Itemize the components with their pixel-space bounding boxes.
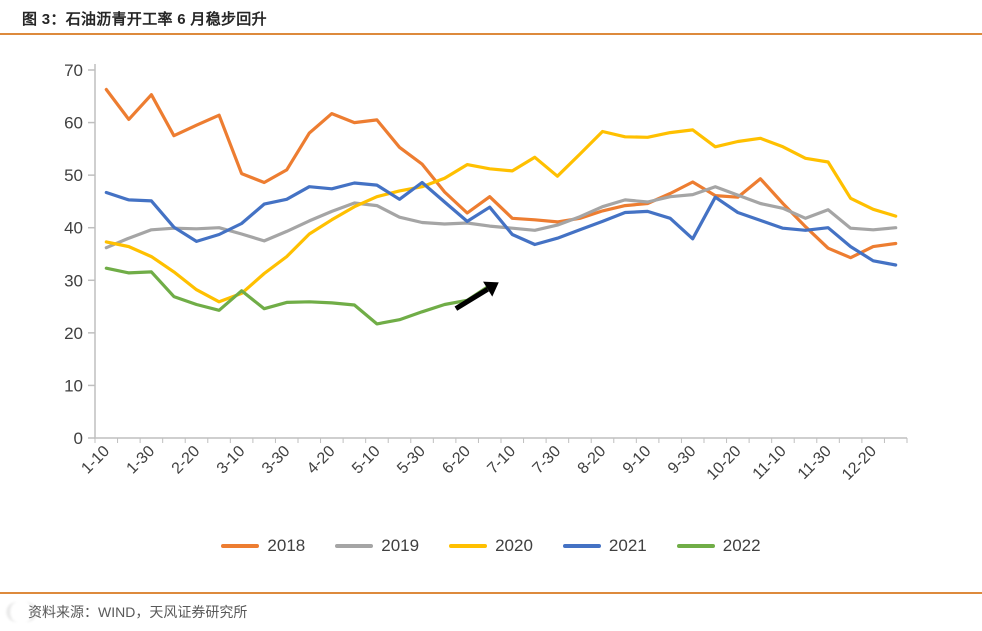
- footer-divider: [0, 592, 982, 594]
- x-tick-label: 2-20: [169, 443, 204, 478]
- legend-label: 2021: [608, 536, 647, 555]
- x-tick-label: 1-30: [124, 443, 159, 478]
- x-tick-label: 5-30: [394, 443, 429, 478]
- x-tick-label: 4-20: [304, 443, 339, 478]
- legend-label: 2018: [267, 536, 306, 555]
- chart-area: 0 10 20 30 40 50 60 70 1-10 1-30 2-20 3-10 3-30 4-20 5…: [0, 40, 982, 540]
- x-tick-label: 3-30: [259, 443, 294, 478]
- legend-label: 2019: [381, 536, 420, 555]
- x-tick-label: 8-20: [575, 443, 610, 478]
- x-tick-label: 9-10: [620, 443, 655, 478]
- x-tick-label: 10-20: [704, 443, 745, 484]
- chart-legend: 2018 2019 2020 2021 2022: [0, 536, 982, 556]
- legend-item-2018: 2018: [221, 536, 305, 556]
- legend-swatch-2021: [562, 544, 601, 548]
- x-tick-label: 3-10: [214, 443, 249, 478]
- x-tick-label: 12-20: [839, 443, 880, 484]
- series-line-2021: [104, 180, 898, 267]
- series-line-2020: [104, 128, 898, 304]
- x-tick-label: 5-10: [349, 443, 384, 478]
- legend-item-2021: 2021: [562, 536, 647, 556]
- figure-title: 图 3：石油沥青开工率 6 月稳步回升: [22, 11, 267, 28]
- y-tick-label: 60: [64, 114, 83, 133]
- x-tick-label: 11-10: [750, 443, 790, 483]
- x-tick-label: 6-20: [439, 443, 474, 478]
- legend-label: 2022: [722, 536, 761, 555]
- x-tick-label: 11-30: [795, 443, 835, 483]
- series-line-2019: [104, 185, 898, 250]
- legend-label: 2020: [495, 536, 533, 555]
- legend-swatch-2019: [335, 544, 374, 548]
- legend-swatch-2022: [676, 544, 715, 548]
- legend-swatch-2020: [449, 544, 488, 548]
- series-line-2018: [104, 87, 898, 260]
- trend-arrow-head: [483, 281, 499, 297]
- title-divider: [0, 33, 982, 35]
- y-tick-label: 20: [64, 324, 83, 343]
- y-tick-label: 50: [64, 166, 83, 185]
- y-tick-label: 10: [64, 376, 83, 395]
- x-tick-label: 7-10: [484, 443, 519, 478]
- line-chart: 0 10 20 30 40 50 60 70 1-10 1-30 2-20 3-10 3-30 4-20 5…: [64, 61, 908, 484]
- source-text: 资料来源：WIND，天风证券研究所: [28, 604, 248, 620]
- x-tick-label: 9-30: [665, 443, 700, 478]
- x-tick-label: 1-10: [78, 443, 113, 478]
- legend-item-2020: 2020: [449, 536, 533, 556]
- x-tick-label: 7-30: [530, 443, 565, 478]
- legend-swatch-2018: [221, 544, 260, 548]
- y-tick-label: 70: [64, 61, 83, 80]
- y-tick-label: 0: [74, 429, 83, 448]
- legend-item-2019: 2019: [335, 536, 419, 556]
- series-line-2022: [104, 266, 492, 326]
- legend-item-2022: 2022: [676, 536, 761, 556]
- trend-arrow-shaft: [454, 287, 489, 311]
- y-tick-label: 30: [64, 271, 83, 290]
- y-tick-label: 40: [64, 219, 83, 238]
